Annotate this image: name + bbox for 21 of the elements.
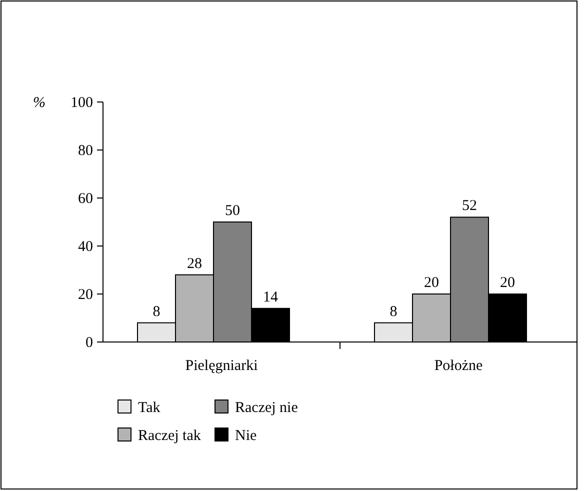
y-tick-label: 100 — [70, 95, 93, 111]
data-label: 28 — [187, 256, 202, 272]
y-tick-label: 40 — [78, 239, 93, 255]
data-label: 8 — [390, 304, 398, 320]
legend-label: Tak — [138, 400, 161, 416]
y-tick-label: 0 — [86, 335, 93, 351]
data-label: 20 — [500, 275, 515, 291]
data-label: 50 — [225, 203, 240, 219]
legend-label: Raczej nie — [235, 400, 298, 416]
data-label: 14 — [263, 289, 278, 306]
x-tick-label: Pielęgniarki — [185, 358, 258, 374]
x-tick-label: Położne — [434, 358, 484, 374]
legend-label: Nie — [235, 428, 257, 444]
data-label: 8 — [152, 304, 160, 320]
y-tick-label: 20 — [78, 287, 93, 303]
data-label: 52 — [462, 198, 477, 214]
y-axis-title: % — [33, 95, 46, 111]
y-tick-label: 60 — [78, 191, 93, 207]
legend-label: Raczej tak — [138, 428, 202, 444]
data-label: 20 — [424, 275, 439, 291]
y-tick-label: 80 — [78, 143, 93, 159]
